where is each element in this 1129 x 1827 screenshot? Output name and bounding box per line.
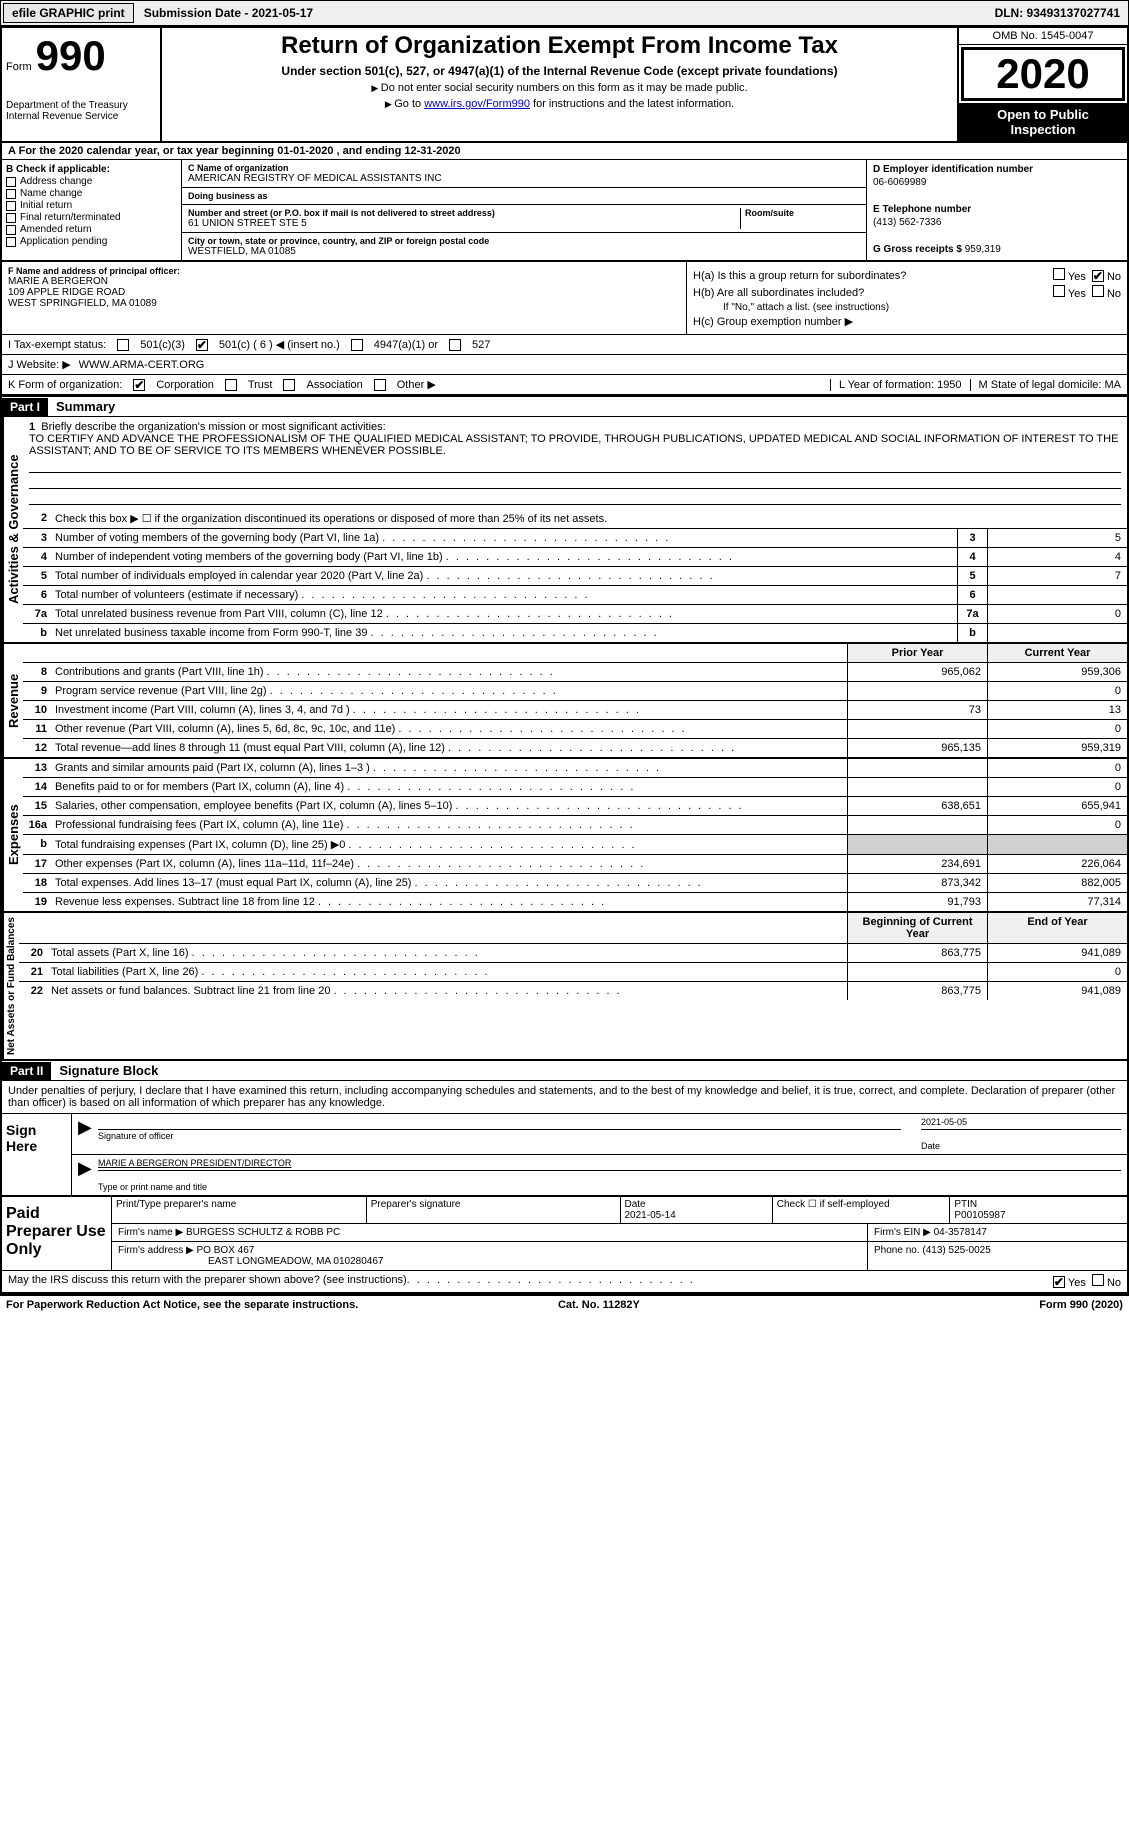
line-b: bNet unrelated business taxable income f… [23, 624, 1127, 642]
line-22: 22Net assets or fund balances. Subtract … [19, 982, 1127, 1000]
box-b: B Check if applicable: Address changeNam… [2, 160, 182, 260]
top-bar: efile GRAPHIC print Submission Date - 20… [0, 0, 1129, 26]
box-h: H(a) Is this a group return for subordin… [687, 262, 1127, 334]
form-subtitle: Under section 501(c), 527, or 4947(a)(1)… [170, 64, 949, 78]
part1-title: Summary [48, 397, 123, 416]
checkbox-application-pending[interactable]: Application pending [6, 236, 177, 247]
discuss-row: May the IRS discuss this return with the… [2, 1270, 1127, 1292]
irs-link[interactable]: www.irs.gov/Form990 [424, 98, 530, 110]
note-ssn: Do not enter social security numbers on … [170, 82, 949, 94]
dln: DLN: 93493137027741 [987, 4, 1128, 22]
line-16a: 16aProfessional fundraising fees (Part I… [23, 816, 1127, 835]
dept-treasury: Department of the Treasury Internal Reve… [6, 100, 156, 122]
phone: (413) 562-7336 [873, 217, 1121, 228]
line-12: 12Total revenue—add lines 8 through 11 (… [23, 739, 1127, 757]
box-f: F Name and address of principal officer:… [2, 262, 687, 334]
submission-date: Submission Date - 2021-05-17 [136, 4, 321, 22]
line-15: 15Salaries, other compensation, employee… [23, 797, 1127, 816]
tax-year: 2020 [961, 47, 1125, 101]
tax-period: A For the 2020 calendar year, or tax yea… [2, 143, 1127, 160]
line-4: 4Number of independent voting members of… [23, 548, 1127, 567]
part2-title: Signature Block [51, 1061, 166, 1080]
col-current: Current Year [987, 644, 1127, 662]
line-18: 18Total expenses. Add lines 13–17 (must … [23, 874, 1127, 893]
line-b: bTotal fundraising expenses (Part IX, co… [23, 835, 1127, 855]
mission-text: TO CERTIFY AND ADVANCE THE PROFESSIONALI… [29, 433, 1118, 457]
note-link: Go to www.irs.gov/Form990 for instructio… [170, 98, 949, 110]
line-21: 21Total liabilities (Part X, line 26) 0 [19, 963, 1127, 982]
box-i: I Tax-exempt status: 501(c)(3) ✔501(c) (… [2, 335, 1127, 355]
line-10: 10Investment income (Part VIII, column (… [23, 701, 1127, 720]
line-17: 17Other expenses (Part IX, column (A), l… [23, 855, 1127, 874]
note-post: for instructions and the latest informat… [530, 98, 734, 110]
paid-preparer: Paid Preparer Use Only [2, 1197, 112, 1270]
org-name: AMERICAN REGISTRY OF MEDICAL ASSISTANTS … [188, 173, 860, 184]
sign-here: Sign Here [2, 1114, 72, 1195]
open-inspection: Open to Public Inspection [959, 103, 1127, 141]
box-k: K Form of organization: ✔Corporation Tru… [2, 375, 1127, 395]
form-title: Return of Organization Exempt From Incom… [170, 32, 949, 60]
checkbox-amended-return[interactable]: Amended return [6, 224, 177, 235]
form-number: 990 [36, 32, 106, 80]
org-street: 61 UNION STREET STE 5 [188, 218, 740, 229]
note-pre: Go to [394, 98, 424, 110]
form-990: Form 990 Department of the Treasury Inte… [0, 26, 1129, 1294]
line-9: 9Program service revenue (Part VIII, lin… [23, 682, 1127, 701]
org-city: WESTFIELD, MA 01085 [188, 246, 860, 257]
line-5: 5Total number of individuals employed in… [23, 567, 1127, 586]
col-end: End of Year [987, 913, 1127, 943]
col-begin: Beginning of Current Year [847, 913, 987, 943]
box-j: J Website: ▶ WWW.ARMA-CERT.ORG [2, 355, 1127, 375]
omb-no: OMB No. 1545-0047 [959, 28, 1127, 45]
efile-button[interactable]: efile GRAPHIC print [3, 3, 134, 23]
box-c: C Name of organization AMERICAN REGISTRY… [182, 160, 867, 260]
form-foot: Form 990 (2020) [1039, 1299, 1123, 1311]
vert-expenses: Expenses [2, 759, 23, 911]
vert-revenue: Revenue [2, 644, 23, 757]
mission-block: 1 Briefly describe the organization's mi… [23, 417, 1127, 509]
line-13: 13Grants and similar amounts paid (Part … [23, 759, 1127, 778]
gross-receipts: 959,319 [965, 244, 1001, 255]
line-14: 14Benefits paid to or for members (Part … [23, 778, 1127, 797]
checkbox-initial-return[interactable]: Initial return [6, 200, 177, 211]
ein: 06-6069989 [873, 177, 1121, 188]
line-7a: 7aTotal unrelated business revenue from … [23, 605, 1127, 624]
checkbox-address-change[interactable]: Address change [6, 176, 177, 187]
line-19: 19Revenue less expenses. Subtract line 1… [23, 893, 1127, 911]
declaration: Under penalties of perjury, I declare th… [2, 1081, 1127, 1114]
officer-name: MARIE A BERGERON [8, 276, 680, 287]
checkbox-name-change[interactable]: Name change [6, 188, 177, 199]
website: WWW.ARMA-CERT.ORG [79, 359, 205, 371]
vert-netassets: Net Assets or Fund Balances [2, 913, 19, 1059]
checkbox-final-return-terminated[interactable]: Final return/terminated [6, 212, 177, 223]
col-prior: Prior Year [847, 644, 987, 662]
vert-governance: Activities & Governance [2, 417, 23, 642]
line-3: 3Number of voting members of the governi… [23, 529, 1127, 548]
form-label: Form [6, 61, 32, 73]
cat-no: Cat. No. 11282Y [558, 1299, 640, 1311]
line-11: 11Other revenue (Part VIII, column (A), … [23, 720, 1127, 739]
part2-header: Part II [2, 1062, 51, 1080]
form-header: Form 990 Department of the Treasury Inte… [2, 28, 1127, 143]
paperwork-notice: For Paperwork Reduction Act Notice, see … [6, 1299, 358, 1311]
ein-label: D Employer identification number [873, 164, 1121, 175]
line-8: 8Contributions and grants (Part VIII, li… [23, 663, 1127, 682]
phone-label: E Telephone number [873, 204, 1121, 215]
line-20: 20Total assets (Part X, line 16) 863,775… [19, 944, 1127, 963]
line-6: 6Total number of volunteers (estimate if… [23, 586, 1127, 605]
part1-header: Part I [2, 398, 48, 416]
